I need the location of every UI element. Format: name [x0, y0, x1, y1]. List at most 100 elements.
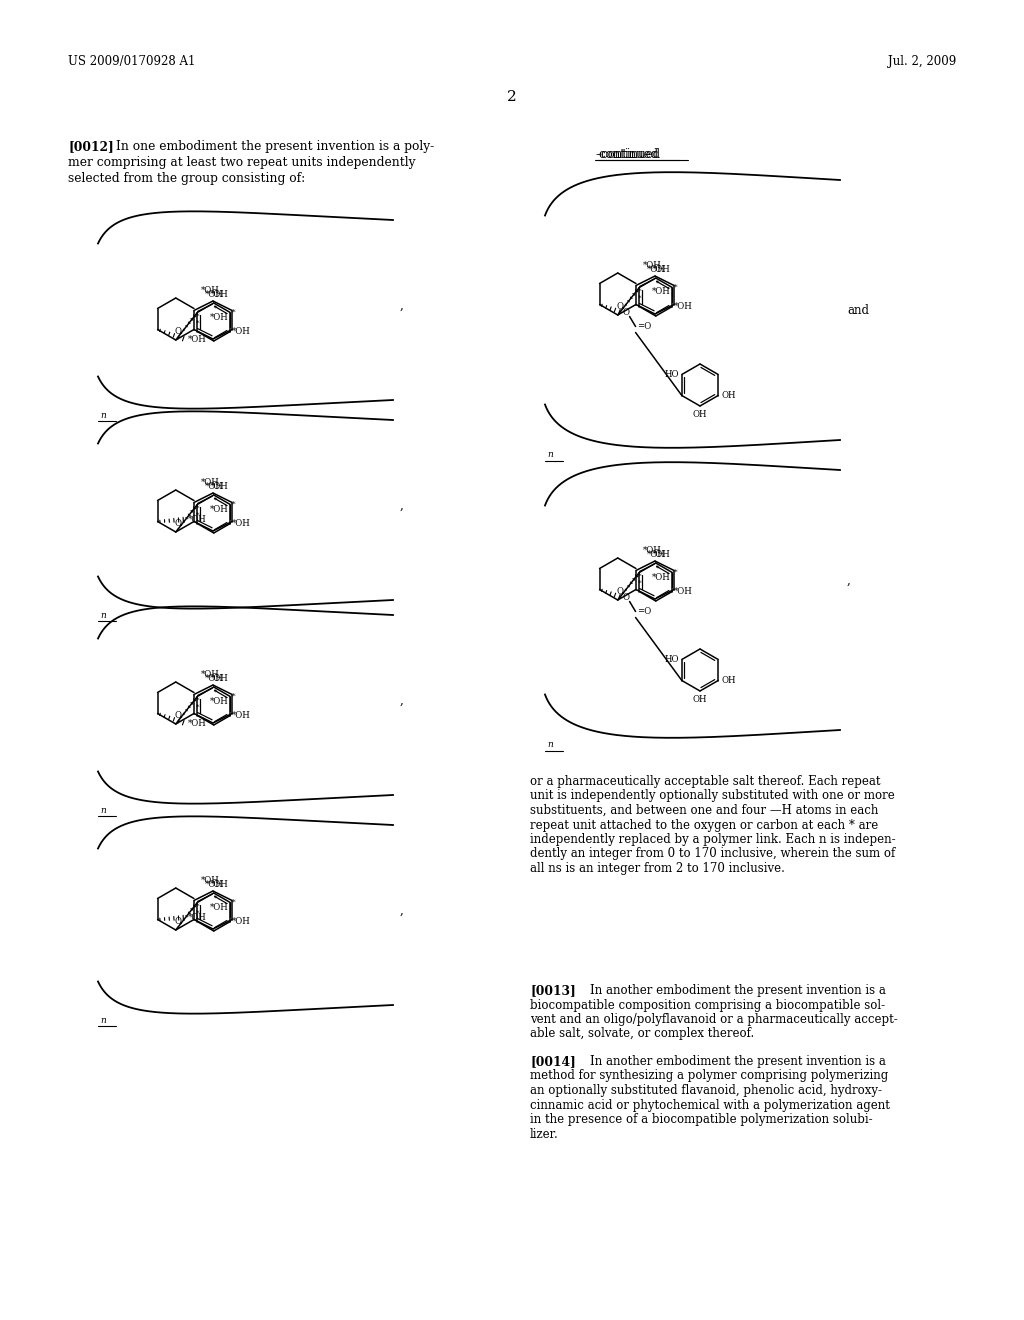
Text: O: O: [623, 593, 630, 602]
Text: [0012]: [0012]: [68, 140, 114, 153]
Text: *OH: *OH: [210, 313, 229, 322]
Text: *OH: *OH: [232, 917, 251, 927]
Text: ,: ,: [400, 499, 403, 511]
Text: HO: HO: [665, 370, 679, 379]
Text: *OH: *OH: [205, 675, 223, 682]
Text: *OH: *OH: [210, 697, 229, 705]
Text: =O: =O: [638, 607, 652, 616]
Text: *OH: *OH: [201, 876, 219, 884]
Text: *OH: *OH: [210, 504, 229, 513]
Text: O: O: [616, 302, 624, 312]
Text: all ns is an integer from 2 to 170 inclusive.: all ns is an integer from 2 to 170 inclu…: [530, 862, 784, 875]
Text: O: O: [175, 519, 182, 528]
Text: O: O: [616, 587, 624, 597]
Text: *: *: [196, 909, 200, 917]
Text: *: *: [655, 280, 659, 288]
Text: n: n: [547, 741, 553, 748]
Text: *: *: [638, 573, 642, 581]
Text: *: *: [638, 288, 642, 296]
Text: *OH: *OH: [187, 913, 206, 921]
Text: *OH: *OH: [210, 482, 229, 491]
Text: *: *: [196, 903, 200, 911]
Text: *: *: [214, 689, 217, 697]
Text: In another embodiment the present invention is a: In another embodiment the present invent…: [590, 983, 886, 997]
Text: n: n: [100, 611, 105, 620]
Text: *: *: [196, 511, 200, 520]
Text: *OH: *OH: [674, 302, 693, 312]
Text: *: *: [232, 693, 236, 701]
Text: n: n: [100, 411, 105, 420]
Text: biocompatible composition comprising a biocompatible sol-: biocompatible composition comprising a b…: [530, 998, 885, 1011]
Text: *: *: [638, 579, 642, 587]
Text: selected from the group consisting of:: selected from the group consisting of:: [68, 172, 305, 185]
Text: OH: OH: [693, 411, 708, 418]
Text: ,: ,: [847, 573, 851, 586]
Text: or a pharmaceutically acceptable salt thereof. Each repeat: or a pharmaceutically acceptable salt th…: [530, 775, 881, 788]
Text: *OH: *OH: [232, 327, 251, 337]
Text: *OH: *OH: [210, 290, 229, 300]
Text: *: *: [674, 284, 678, 292]
Text: HO: HO: [665, 655, 679, 664]
Text: *OH: *OH: [646, 265, 666, 275]
Text: and: and: [847, 304, 869, 317]
Text: *OH: *OH: [646, 550, 666, 558]
Text: In one embodiment the present invention is a poly-: In one embodiment the present invention …: [116, 140, 434, 153]
Text: *OH: *OH: [205, 482, 223, 491]
Text: *OH: *OH: [674, 587, 693, 597]
Text: OH: OH: [721, 391, 735, 400]
Text: *: *: [196, 313, 200, 321]
Text: OH: OH: [721, 676, 735, 685]
Text: able salt, solvate, or complex thereof.: able salt, solvate, or complex thereof.: [530, 1027, 755, 1040]
Text: *OH: *OH: [652, 550, 671, 558]
Text: *OH: *OH: [210, 880, 229, 888]
Text: [0014]: [0014]: [530, 1055, 575, 1068]
Text: *OH: *OH: [652, 265, 671, 275]
Text: *: *: [655, 565, 659, 573]
Text: -continued: -continued: [598, 148, 662, 161]
Text: substituents, and between one and four —H atoms in each: substituents, and between one and four —…: [530, 804, 879, 817]
Text: *: *: [196, 319, 200, 327]
Text: O: O: [175, 711, 182, 721]
Text: *: *: [232, 899, 236, 907]
Text: *OH: *OH: [201, 286, 219, 294]
Text: *OH: *OH: [652, 573, 671, 582]
Text: *OH: *OH: [652, 288, 671, 297]
Text: *OH: *OH: [205, 880, 223, 888]
Text: n: n: [547, 450, 553, 459]
Text: O: O: [175, 327, 182, 337]
Text: O: O: [175, 917, 182, 927]
Text: *: *: [232, 500, 236, 508]
Text: n: n: [100, 1016, 105, 1026]
Text: *: *: [214, 498, 217, 506]
Text: *: *: [196, 504, 200, 512]
Text: ,: ,: [400, 693, 403, 706]
Text: *OH: *OH: [643, 546, 662, 554]
Text: *: *: [638, 294, 642, 302]
Text: ,: ,: [400, 298, 403, 312]
Text: *OH: *OH: [210, 675, 229, 682]
Text: an optionally substituted flavanoid, phenolic acid, hydroxy-: an optionally substituted flavanoid, phe…: [530, 1084, 882, 1097]
Text: *OH: *OH: [232, 711, 251, 719]
Text: *OH: *OH: [210, 903, 229, 912]
Text: independently replaced by a polymer link. Each n is indepen-: independently replaced by a polymer link…: [530, 833, 896, 846]
Text: in the presence of a biocompatible polymerization solubi-: in the presence of a biocompatible polym…: [530, 1113, 872, 1126]
Text: *OH: *OH: [187, 719, 206, 729]
Text: *: *: [196, 697, 200, 705]
Text: *OH: *OH: [201, 671, 219, 678]
Text: *OH: *OH: [205, 290, 223, 300]
Text: n: n: [100, 807, 105, 814]
Text: [0013]: [0013]: [530, 983, 575, 997]
Text: OH: OH: [693, 696, 708, 704]
Text: *OH: *OH: [232, 519, 251, 528]
Text: mer comprising at least two repeat units independently: mer comprising at least two repeat units…: [68, 156, 416, 169]
Text: cinnamic acid or phytochemical with a polymerization agent: cinnamic acid or phytochemical with a po…: [530, 1098, 890, 1111]
Text: ,: ,: [400, 903, 403, 916]
Text: *: *: [196, 704, 200, 711]
Text: *OH: *OH: [187, 335, 206, 345]
Text: repeat unit attached to the oxygen or carbon at each * are: repeat unit attached to the oxygen or ca…: [530, 818, 879, 832]
Text: dently an integer from 0 to 170 inclusive, wherein the sum of: dently an integer from 0 to 170 inclusiv…: [530, 847, 895, 861]
Text: *: *: [674, 569, 678, 577]
Text: lizer.: lizer.: [530, 1127, 559, 1140]
Text: US 2009/0170928 A1: US 2009/0170928 A1: [68, 55, 196, 69]
Text: *OH: *OH: [187, 515, 206, 524]
